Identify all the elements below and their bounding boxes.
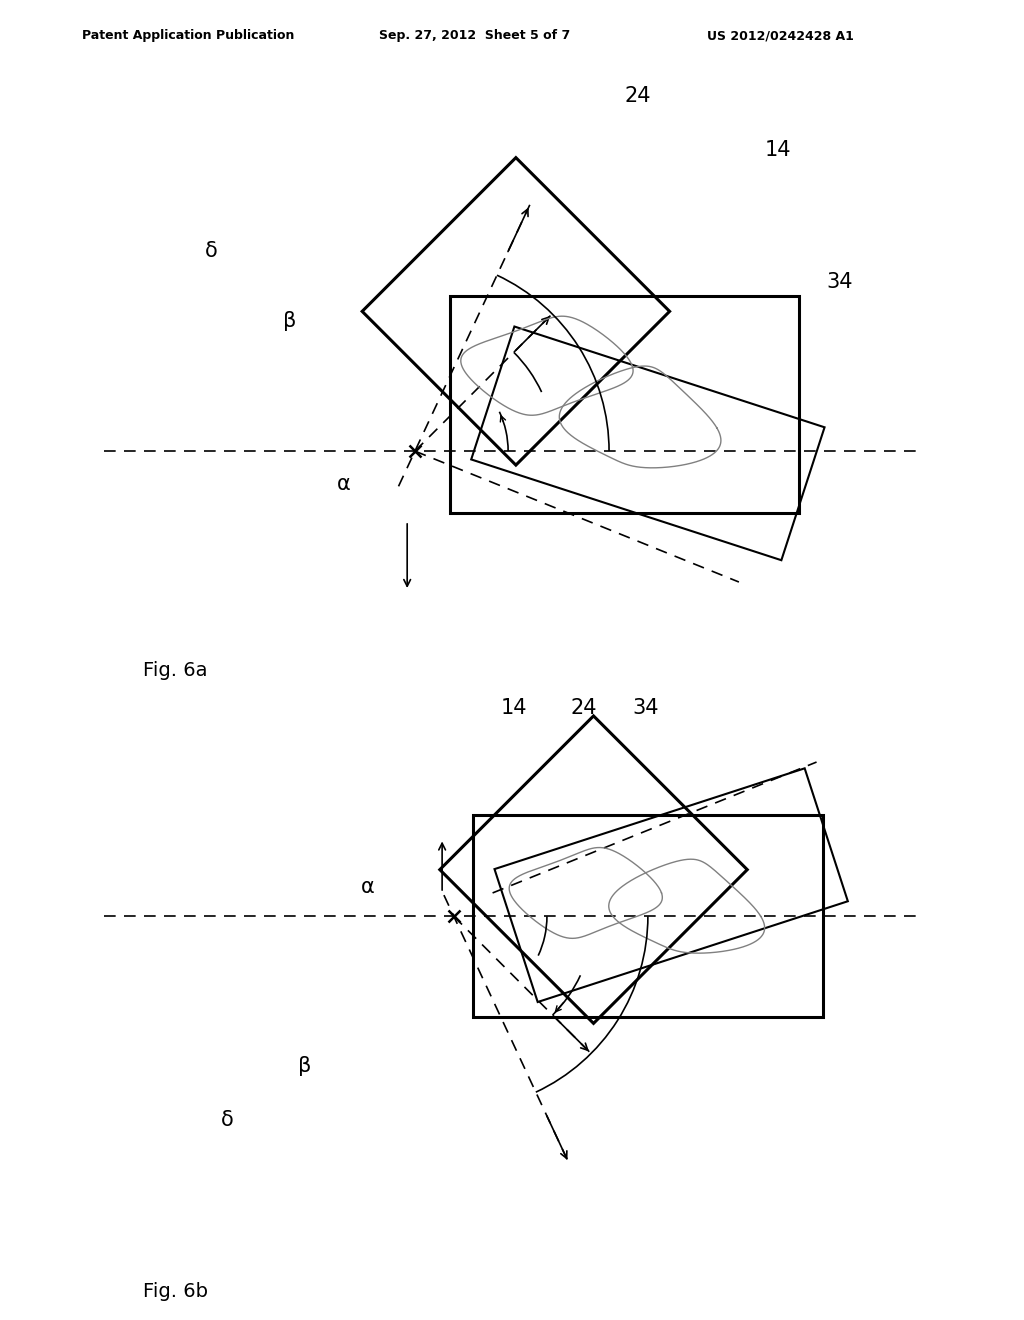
Text: 34: 34 <box>633 698 658 718</box>
Text: 24: 24 <box>570 698 597 718</box>
Text: Sep. 27, 2012  Sheet 5 of 7: Sep. 27, 2012 Sheet 5 of 7 <box>379 29 570 42</box>
Text: α: α <box>337 474 351 494</box>
Text: 34: 34 <box>826 272 853 292</box>
Text: Patent Application Publication: Patent Application Publication <box>82 29 294 42</box>
Text: US 2012/0242428 A1: US 2012/0242428 A1 <box>707 29 853 42</box>
Text: 14: 14 <box>501 698 527 718</box>
Text: Fig. 6a: Fig. 6a <box>143 661 208 680</box>
Text: 24: 24 <box>625 86 651 106</box>
Text: Fig. 6b: Fig. 6b <box>143 1282 208 1300</box>
Text: 14: 14 <box>764 140 791 160</box>
Text: α: α <box>360 876 375 898</box>
Text: β: β <box>283 312 296 331</box>
Text: β: β <box>298 1056 312 1076</box>
Text: δ: δ <box>221 1110 233 1130</box>
Text: δ: δ <box>205 242 218 261</box>
